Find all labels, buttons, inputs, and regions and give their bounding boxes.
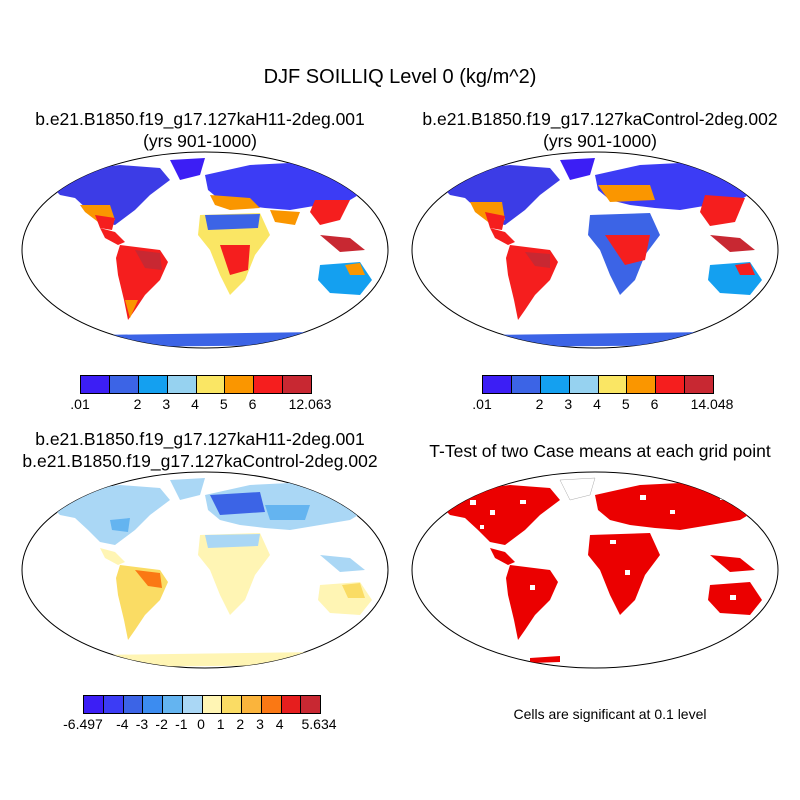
cb3-tick-label: -1 bbox=[175, 716, 188, 732]
cb2-swatch-1 bbox=[511, 376, 541, 393]
cb2-swatch-0 bbox=[483, 376, 512, 393]
cb2-tick-label: 6 bbox=[650, 396, 659, 412]
cb1-tick-label: .01 bbox=[70, 396, 90, 412]
cb3-tick-label: 4 bbox=[275, 716, 284, 732]
panel-1-title-line1: b.e21.B1850.f19_g17.127kaH11-2deg.001 bbox=[35, 109, 365, 129]
cb1-swatch-1 bbox=[109, 376, 139, 393]
panel-2-title: b.e21.B1850.f19_g17.127kaControl-2deg.00… bbox=[400, 108, 800, 152]
panel-2-title-line1: b.e21.B1850.f19_g17.127kaControl-2deg.00… bbox=[422, 109, 778, 129]
north-america bbox=[50, 165, 170, 225]
cb3-swatch-0 bbox=[84, 696, 104, 713]
cb2-tick-label: 2 bbox=[535, 396, 544, 412]
cb2-swatch-3 bbox=[569, 376, 599, 393]
cb3-swatch-7 bbox=[222, 696, 242, 713]
cb2-tick-label: 5 bbox=[621, 396, 630, 412]
significance-note: Cells are significant at 0.1 level bbox=[513, 706, 707, 722]
greenland bbox=[170, 478, 205, 500]
cb2-tick-label: 4 bbox=[593, 396, 601, 412]
cb3-swatch-3 bbox=[143, 696, 163, 713]
cb2-swatch-4 bbox=[598, 376, 628, 393]
cb2-swatch-5 bbox=[627, 376, 657, 393]
cb3-swatch-5 bbox=[182, 696, 203, 713]
map-panel-ttest bbox=[411, 471, 779, 669]
cb1-swatch-7 bbox=[283, 376, 311, 393]
colorbar-difference-labels: -6.497 -4 -3 -2 -1 0 1 2 3 4 5.634 bbox=[63, 716, 336, 734]
cb2-swatch-6 bbox=[656, 376, 686, 393]
panel-4-title: T-Test of two Case means at each grid po… bbox=[400, 440, 800, 462]
cb1-tick-label: 4 bbox=[191, 396, 199, 412]
north-america bbox=[50, 485, 170, 545]
cb3-tick-label: 5.634 bbox=[301, 716, 337, 732]
colorbar-h11-labels: .01 2 3 4 5 6 12.063 bbox=[70, 396, 331, 414]
cb2-tick-label: .01 bbox=[472, 396, 492, 412]
africa bbox=[198, 533, 270, 615]
cb1-swatch-4 bbox=[196, 376, 226, 393]
colorbar-control bbox=[482, 375, 714, 394]
cb3-tick-label: 3 bbox=[256, 716, 264, 732]
cb3-tick-label: 1 bbox=[216, 716, 225, 732]
cb2-tick-label: 14.048 bbox=[690, 396, 734, 412]
colorbar-control-labels: .01 2 3 4 5 6 14.048 bbox=[472, 396, 733, 414]
cb1-tick-label: 2 bbox=[133, 396, 142, 412]
cb2-swatch-2 bbox=[540, 376, 570, 393]
panel-4-title-line1: T-Test of two Case means at each grid po… bbox=[429, 441, 771, 461]
north-america bbox=[440, 165, 560, 225]
panel-3-title-line1: b.e21.B1850.f19_g17.127kaH11-2deg.001 bbox=[35, 429, 365, 449]
greenland bbox=[560, 158, 595, 180]
cb3-swatch-10 bbox=[281, 696, 302, 713]
cb2-tick-label: 3 bbox=[564, 396, 573, 412]
cb3-tick-label: -2 bbox=[155, 716, 168, 732]
south-america bbox=[506, 565, 558, 640]
africa bbox=[588, 533, 660, 615]
cb3-tick-label: 2 bbox=[236, 716, 245, 732]
cb2-swatch-7 bbox=[685, 376, 713, 393]
cb1-tick-label: 6 bbox=[248, 396, 257, 412]
colorbar-h11 bbox=[80, 375, 312, 394]
cb1-tick-label: 5 bbox=[219, 396, 228, 412]
cb3-swatch-1 bbox=[103, 696, 124, 713]
cb3-swatch-4 bbox=[163, 696, 183, 713]
cb3-swatch-9 bbox=[261, 696, 282, 713]
panel-2-title-line2: (yrs 901-1000) bbox=[543, 131, 657, 151]
cb3-swatch-6 bbox=[202, 696, 223, 713]
map-panel-h11 bbox=[21, 151, 389, 349]
map-panel-difference bbox=[21, 471, 389, 669]
cb1-tick-label: 3 bbox=[162, 396, 171, 412]
cb1-swatch-2 bbox=[138, 376, 168, 393]
panel-1-title: b.e21.B1850.f19_g17.127kaH11-2deg.001 (y… bbox=[0, 108, 400, 152]
cb1-swatch-5 bbox=[225, 376, 255, 393]
cb3-swatch-8 bbox=[242, 696, 262, 713]
panel-1-title-line2: (yrs 901-1000) bbox=[143, 131, 257, 151]
greenland bbox=[559, 477, 596, 501]
cb3-tick-label: -3 bbox=[135, 716, 149, 732]
cb1-swatch-3 bbox=[167, 376, 197, 393]
cb3-tick-label: 0 bbox=[197, 716, 205, 732]
panel-3-title-line2: b.e21.B1850.f19_g17.127kaControl-2deg.00… bbox=[22, 451, 378, 471]
cb3-tick-label: -4 bbox=[116, 716, 129, 732]
cb1-tick-label: 12.063 bbox=[288, 396, 332, 412]
greenland bbox=[170, 158, 205, 180]
figure-title: DJF SOILLIQ Level 0 (kg/m^2) bbox=[263, 66, 537, 88]
cb3-tick-label: -6.497 bbox=[63, 716, 103, 732]
cb1-swatch-0 bbox=[81, 376, 110, 393]
colorbar-difference bbox=[83, 695, 321, 714]
panel-3-title: b.e21.B1850.f19_g17.127kaH11-2deg.001 b.… bbox=[0, 428, 400, 472]
map-panel-control bbox=[411, 151, 779, 349]
cb3-swatch-11 bbox=[301, 696, 320, 713]
antarctica bbox=[530, 656, 560, 663]
cb1-swatch-6 bbox=[254, 376, 284, 393]
cb3-swatch-2 bbox=[123, 696, 144, 713]
